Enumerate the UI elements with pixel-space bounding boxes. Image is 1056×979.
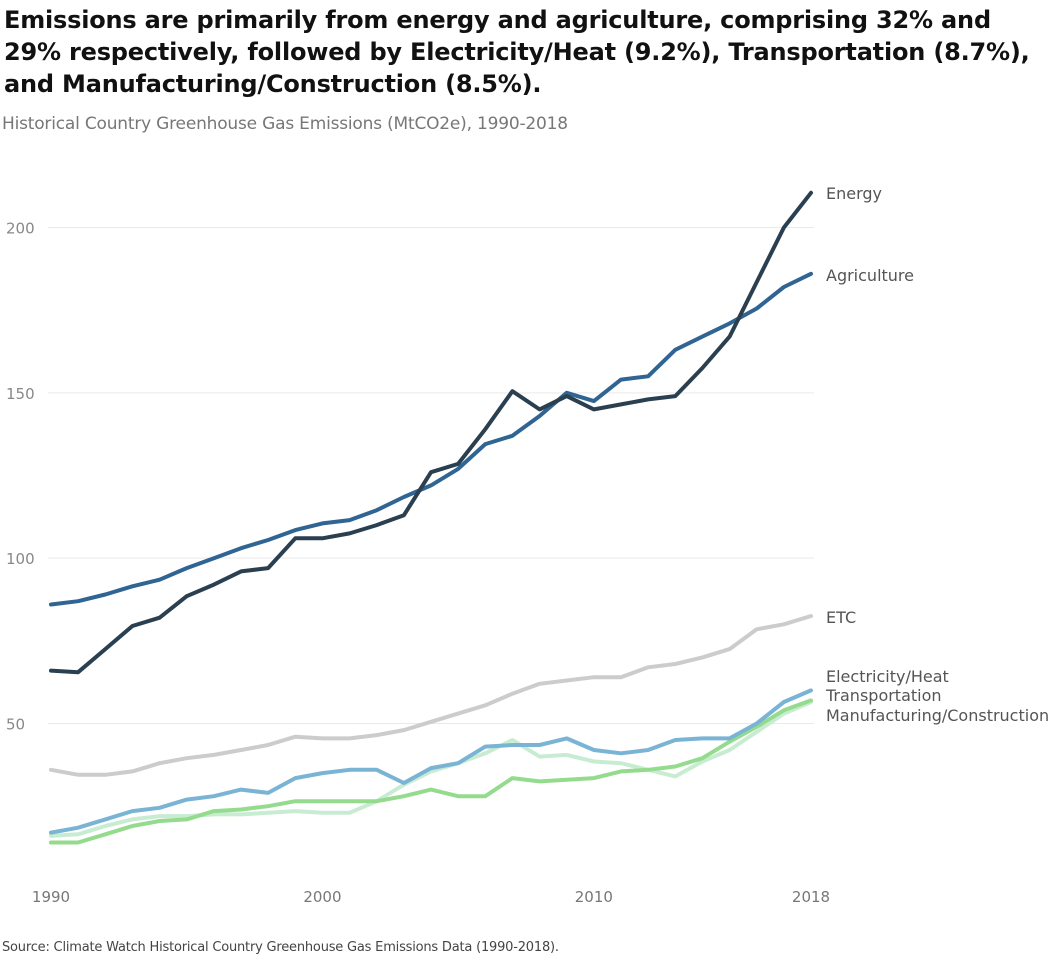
y-tick-label: 150	[6, 385, 35, 403]
series-line-electricity-heat	[49, 688, 813, 835]
series-label-agriculture: Agriculture	[826, 266, 914, 285]
y-tick-label: 50	[6, 716, 25, 734]
series-line-agriculture	[49, 271, 813, 607]
series-labels: Energy Agriculture ETC Electricity/HeatTran…	[825, 184, 1049, 725]
source-note: Source: Climate Watch Historical Country…	[2, 940, 559, 955]
x-tick-label: 1990	[32, 888, 70, 906]
series-label-transportation: Transportation	[825, 686, 942, 705]
chart-subtitle: Historical Country Greenhouse Gas Emissi…	[2, 114, 568, 134]
series-label-etc: ETC	[826, 608, 856, 627]
x-axis-ticks: 1990 2000 2010 2018	[32, 888, 830, 906]
series-line-energy	[49, 190, 813, 675]
series-label-manufacturing-construction: Manufacturing/Construction	[826, 706, 1049, 725]
chart-title: Emissions are primarily from energy and …	[4, 6, 1030, 98]
series-label-electricity-heat: Electricity/Heat	[826, 667, 949, 686]
series-line-etc	[49, 614, 813, 777]
y-tick-label: 100	[6, 550, 35, 568]
x-tick-label: 2000	[303, 888, 341, 906]
y-tick-label: 200	[6, 220, 35, 238]
line-chart: 50 100 150 200 1990 2000 2010 2018 Energy Agric…	[6, 184, 1049, 906]
series-lines	[49, 190, 813, 845]
series-line-manufacturing-construction	[49, 698, 813, 845]
x-tick-label: 2010	[575, 888, 613, 906]
x-tick-label: 2018	[792, 888, 830, 906]
series-label-energy: Energy	[826, 184, 882, 203]
series-line-transportation	[49, 700, 813, 838]
y-axis-ticks: 50 100 150 200	[6, 220, 35, 734]
